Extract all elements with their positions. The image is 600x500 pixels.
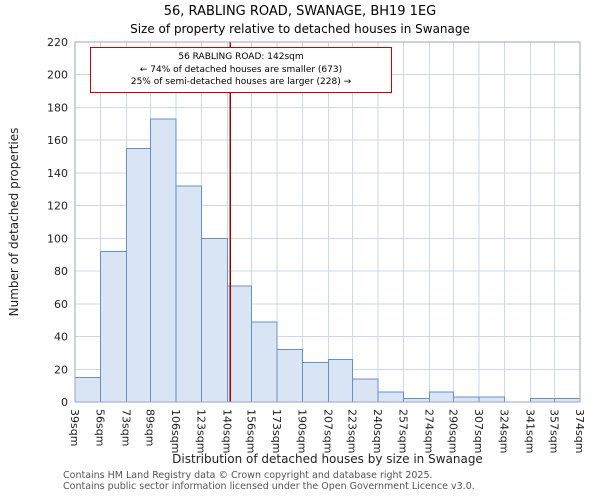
- histogram-bar: [74, 376, 102, 403]
- x-tick-label: 240sqm: [371, 409, 384, 453]
- x-tick-label: 223sqm: [345, 409, 358, 453]
- x-axis-label: Distribution of detached houses by size …: [172, 452, 483, 466]
- chart-title: 56, RABLING ROAD, SWANAGE, BH19 1EG: [163, 4, 437, 19]
- y-tick-label: 80: [54, 265, 68, 278]
- x-tick-label: 257sqm: [397, 409, 410, 453]
- x-tick-label: 374sqm: [573, 409, 586, 453]
- histogram-bar: [452, 396, 480, 403]
- annotation-line-1: 56 RABLING ROAD: 142sqm: [178, 52, 304, 62]
- x-tick-label: 123sqm: [195, 409, 208, 453]
- y-tick-label: 220: [47, 36, 68, 49]
- annotation-line-2: ← 74% of detached houses are smaller (67…: [139, 64, 343, 75]
- x-tick-label: 89sqm: [143, 409, 156, 446]
- y-tick-label: 120: [47, 200, 68, 213]
- histogram-bar: [351, 378, 379, 403]
- y-tick-label: 140: [47, 167, 68, 180]
- histogram-bar: [201, 237, 228, 403]
- x-tick-label: 274sqm: [422, 409, 435, 453]
- x-tick-label: 73sqm: [119, 409, 132, 446]
- y-tick-label: 60: [54, 298, 68, 311]
- property-annotation: 56 RABLING ROAD: 142sqm ← 74% of detache…: [90, 47, 392, 93]
- y-tick-label: 40: [54, 331, 68, 344]
- x-tick-label: 106sqm: [169, 409, 182, 453]
- x-tick-label: 173sqm: [270, 409, 283, 453]
- y-tick-label: 180: [47, 101, 68, 114]
- histogram-bar: [125, 147, 151, 403]
- footer-line-1: Contains HM Land Registry data © Crown c…: [63, 470, 433, 481]
- histogram-bar: [100, 250, 127, 403]
- x-tick-label: 190sqm: [296, 409, 309, 453]
- x-tick-label: 307sqm: [472, 409, 485, 453]
- annotation-line-3: 25% of semi-detached houses are larger (…: [130, 77, 352, 88]
- histogram-bar: [478, 396, 506, 403]
- histogram-bar: [302, 362, 329, 403]
- histogram-bar: [149, 118, 177, 403]
- histogram-bar: [377, 391, 405, 403]
- y-tick-label: 0: [61, 396, 68, 409]
- plot-border: [74, 41, 581, 403]
- chart-subtitle: Size of property relative to detached ho…: [130, 22, 470, 36]
- x-tick-label: 207sqm: [321, 409, 334, 453]
- x-tick-label: 140sqm: [220, 409, 233, 453]
- footer-attribution: Contains HM Land Registry data © Crown c…: [63, 470, 475, 492]
- footer-line-2: Contains public sector information licen…: [63, 481, 475, 492]
- y-tick-label: 160: [47, 134, 68, 147]
- y-tick-label: 200: [47, 69, 68, 82]
- histogram-bar: [428, 391, 454, 403]
- histogram-bar: [327, 358, 353, 403]
- x-tick-label: 357sqm: [547, 409, 560, 453]
- histogram-bar: [250, 321, 278, 403]
- y-axis-label: Number of detached properties: [7, 127, 21, 317]
- y-tick-label: 20: [54, 363, 68, 376]
- x-tick-label: 324sqm: [498, 409, 511, 453]
- x-tick-label: 56sqm: [94, 409, 107, 446]
- x-tick-label: 39sqm: [68, 409, 81, 446]
- histogram-bar: [276, 349, 304, 403]
- x-tick-label: 290sqm: [446, 409, 459, 453]
- x-tick-label: 156sqm: [244, 409, 257, 453]
- y-tick-label: 100: [47, 232, 68, 245]
- histogram-bar: [175, 185, 203, 403]
- x-tick-label: 341sqm: [523, 409, 536, 453]
